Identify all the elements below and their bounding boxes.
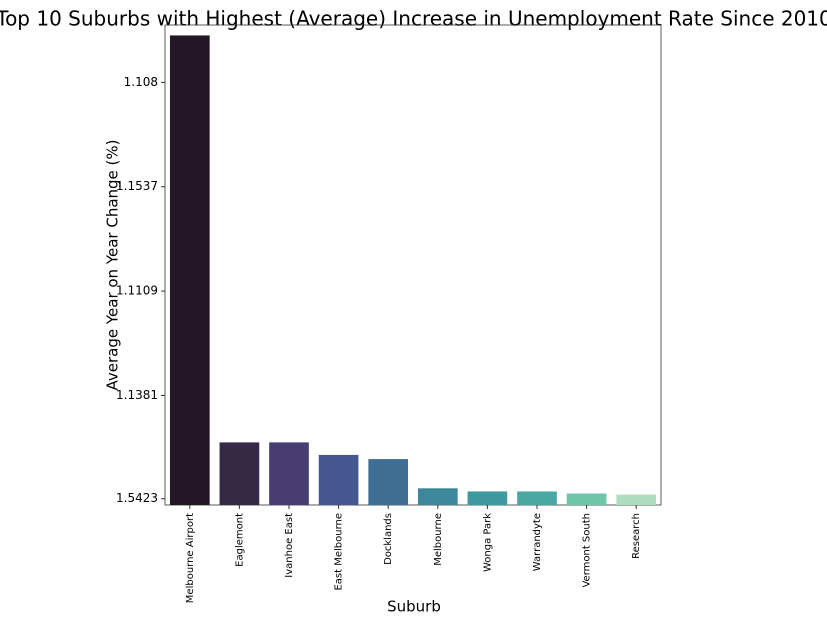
bar	[269, 442, 309, 505]
bar	[169, 35, 210, 505]
bar	[566, 493, 607, 505]
x-tick-label: Vermont South	[582, 513, 593, 588]
bar	[467, 491, 508, 505]
x-tick-label: Wonga Park	[482, 513, 493, 572]
x-axis-label: Suburb	[387, 598, 441, 616]
bar	[368, 459, 409, 505]
x-tick-label: Ivanhoe East	[284, 513, 295, 578]
x-tick-label: Docklands	[383, 513, 394, 565]
bar	[616, 494, 657, 505]
x-tick-label: Melbourne Airport	[185, 513, 196, 603]
y-tick-label: 1.5423	[116, 491, 158, 505]
y-tick-label: 1.108	[124, 75, 158, 89]
x-tick-label: East Melbourne	[334, 513, 345, 591]
bar	[517, 491, 557, 505]
y-tick-label: 1.1537	[116, 179, 158, 193]
chart-title: Top 10 Suburbs with Highest (Average) In…	[0, 7, 827, 31]
x-tick-label: Eaglemont	[234, 513, 245, 567]
y-tick-label: 1.1381	[116, 388, 158, 402]
x-tick-label: Research	[631, 513, 642, 559]
bar	[417, 488, 458, 505]
y-tick-label: 1.1109	[116, 284, 158, 298]
x-tick-label: Melbourne	[433, 513, 444, 566]
bar	[318, 454, 359, 505]
bar	[219, 442, 260, 505]
plot-frame	[164, 24, 662, 506]
y-axis-label: Average Year on Year Change (%)	[104, 139, 122, 390]
x-tick-label: Warrandyte	[532, 513, 543, 571]
